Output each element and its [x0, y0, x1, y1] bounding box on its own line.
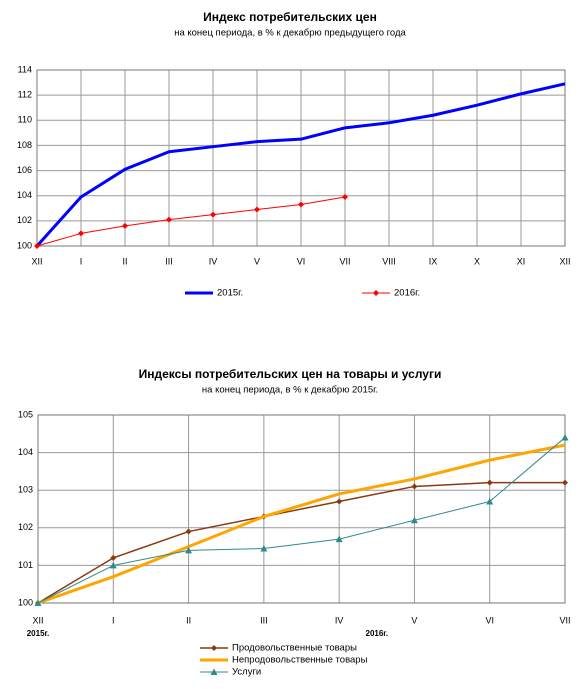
point-marker [210, 211, 216, 218]
chart-subtitle: на конец периода, в % к декабрю предыдущ… [174, 28, 406, 39]
series-line [37, 437, 566, 604]
x-tick-label: X [474, 256, 480, 266]
point-marker [211, 645, 217, 651]
y-tick-label: 100 [17, 240, 32, 250]
y-tick-label: 101 [18, 560, 33, 570]
point-marker [185, 546, 193, 554]
y-tick-label: 105 [18, 409, 33, 419]
x-tick-label: II [122, 256, 127, 266]
point-marker [298, 201, 304, 208]
chart-subtitle: на конец периода, в % к декабрю 2015г. [202, 385, 378, 396]
point-marker [561, 434, 569, 441]
legend-label: Услуги [232, 667, 261, 678]
y-tick-label: 106 [17, 165, 32, 175]
x-tick-label: XI [517, 256, 526, 266]
point-marker [166, 216, 172, 223]
x-tick-label: VI [485, 615, 494, 625]
series-line [37, 443, 566, 605]
point-marker [254, 206, 260, 213]
point-marker [411, 483, 418, 490]
point-marker [185, 528, 192, 535]
point-marker [109, 561, 117, 569]
x-tick-label: I [112, 615, 115, 625]
point-marker [410, 516, 418, 524]
x-tick-label: IV [209, 256, 218, 266]
y-tick-label: 104 [18, 447, 33, 457]
y-tick-label: 114 [18, 64, 32, 74]
x-tick-label: VII [559, 615, 570, 625]
point-marker [34, 599, 42, 606]
series-line [37, 481, 565, 604]
point-marker [335, 535, 343, 543]
y-tick-label: 103 [18, 485, 33, 495]
point-marker [210, 668, 218, 675]
x-tick-label: VI [297, 256, 306, 266]
annotation: 2015г. [27, 629, 50, 638]
y-tick-label: 110 [18, 115, 32, 125]
chart-title: Индексы потребительских цен на товары и … [139, 367, 442, 381]
x-tick-label: I [80, 256, 83, 266]
point-marker [562, 479, 568, 486]
point-marker [110, 554, 117, 561]
series-line [36, 196, 346, 247]
y-tick-label: 102 [17, 215, 32, 225]
legend-label: 2015г. [217, 288, 243, 299]
legend-label: Непродовольственные товары [232, 655, 368, 666]
plot-frame [37, 414, 566, 604]
chart-title: Индекс потребительских цен [203, 10, 377, 24]
point-marker [486, 479, 493, 486]
legend-label: 2016г. [394, 288, 420, 299]
x-tick-label: IV [335, 615, 344, 625]
annotation: 2016г. [366, 629, 389, 638]
y-tick-label: 104 [17, 190, 32, 200]
point-marker [260, 544, 268, 552]
point-marker [342, 193, 348, 200]
x-tick-label: IX [429, 256, 438, 266]
x-tick-label: III [165, 256, 173, 266]
plot-frame [36, 69, 566, 247]
y-tick-label: 100 [18, 597, 33, 607]
legend-label: Продовольственные товары [232, 643, 357, 654]
point-marker [336, 498, 343, 505]
y-tick-label: 108 [17, 140, 32, 150]
point-marker [122, 222, 128, 229]
x-tick-label: V [254, 256, 260, 266]
point-marker [486, 497, 494, 505]
x-tick-label: V [411, 615, 417, 625]
y-tick-label: 112 [18, 90, 32, 100]
x-tick-label: XII [31, 256, 42, 266]
x-tick-label: II [186, 615, 191, 625]
x-tick-label: III [260, 615, 268, 625]
point-marker [373, 290, 379, 296]
x-tick-label: XII [559, 256, 570, 266]
point-marker [78, 230, 84, 237]
x-tick-label: VIII [382, 256, 396, 266]
x-tick-label: VII [339, 256, 350, 266]
series-line [35, 82, 566, 248]
y-tick-label: 102 [18, 522, 33, 532]
point-marker [34, 243, 40, 249]
x-tick-label: XII [32, 615, 43, 625]
